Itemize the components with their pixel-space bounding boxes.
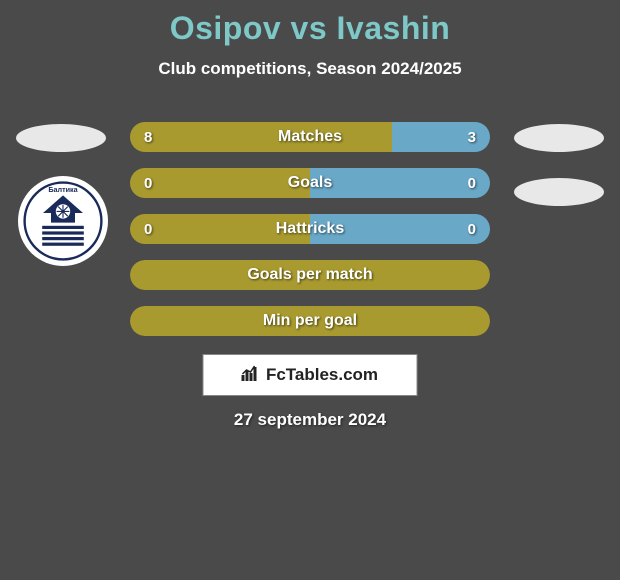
stat-left-value: 8 bbox=[144, 129, 152, 146]
player1-club-badge: Балтика bbox=[18, 176, 108, 266]
stat-right-value: 3 bbox=[468, 129, 476, 146]
stat-left-segment: 0 bbox=[130, 168, 310, 198]
stat-right-value: 0 bbox=[468, 221, 476, 238]
stat-left-segment: 0 bbox=[130, 214, 310, 244]
comparison-bars: 83Matches00Goals00HattricksGoals per mat… bbox=[130, 122, 490, 352]
player1-avatar-placeholder bbox=[16, 124, 106, 152]
brand-text: FcTables.com bbox=[266, 365, 378, 385]
subtitle: Club competitions, Season 2024/2025 bbox=[0, 59, 620, 79]
stat-left-value: 0 bbox=[144, 175, 152, 192]
stat-row: Goals per match bbox=[130, 260, 490, 290]
stat-row: 83Matches bbox=[130, 122, 490, 152]
stat-row: 00Hattricks bbox=[130, 214, 490, 244]
date-text: 27 september 2024 bbox=[0, 410, 620, 430]
stat-right-segment: 3 bbox=[392, 122, 490, 152]
stat-right-segment: 0 bbox=[310, 168, 490, 198]
svg-text:Балтика: Балтика bbox=[48, 185, 78, 194]
brand-watermark: FcTables.com bbox=[203, 354, 418, 396]
baltika-logo-icon: Балтика bbox=[23, 181, 103, 261]
stat-left-segment: 8 bbox=[130, 122, 392, 152]
stat-full-bar bbox=[130, 306, 490, 336]
stat-left-value: 0 bbox=[144, 221, 152, 238]
stat-right-value: 0 bbox=[468, 175, 476, 192]
chart-icon bbox=[242, 365, 260, 386]
stat-right-segment: 0 bbox=[310, 214, 490, 244]
stat-full-bar bbox=[130, 260, 490, 290]
page-title: Osipov vs Ivashin bbox=[0, 0, 620, 47]
stat-row: 00Goals bbox=[130, 168, 490, 198]
player2-club-placeholder bbox=[514, 178, 604, 206]
stat-row: Min per goal bbox=[130, 306, 490, 336]
player2-avatar-placeholder bbox=[514, 124, 604, 152]
